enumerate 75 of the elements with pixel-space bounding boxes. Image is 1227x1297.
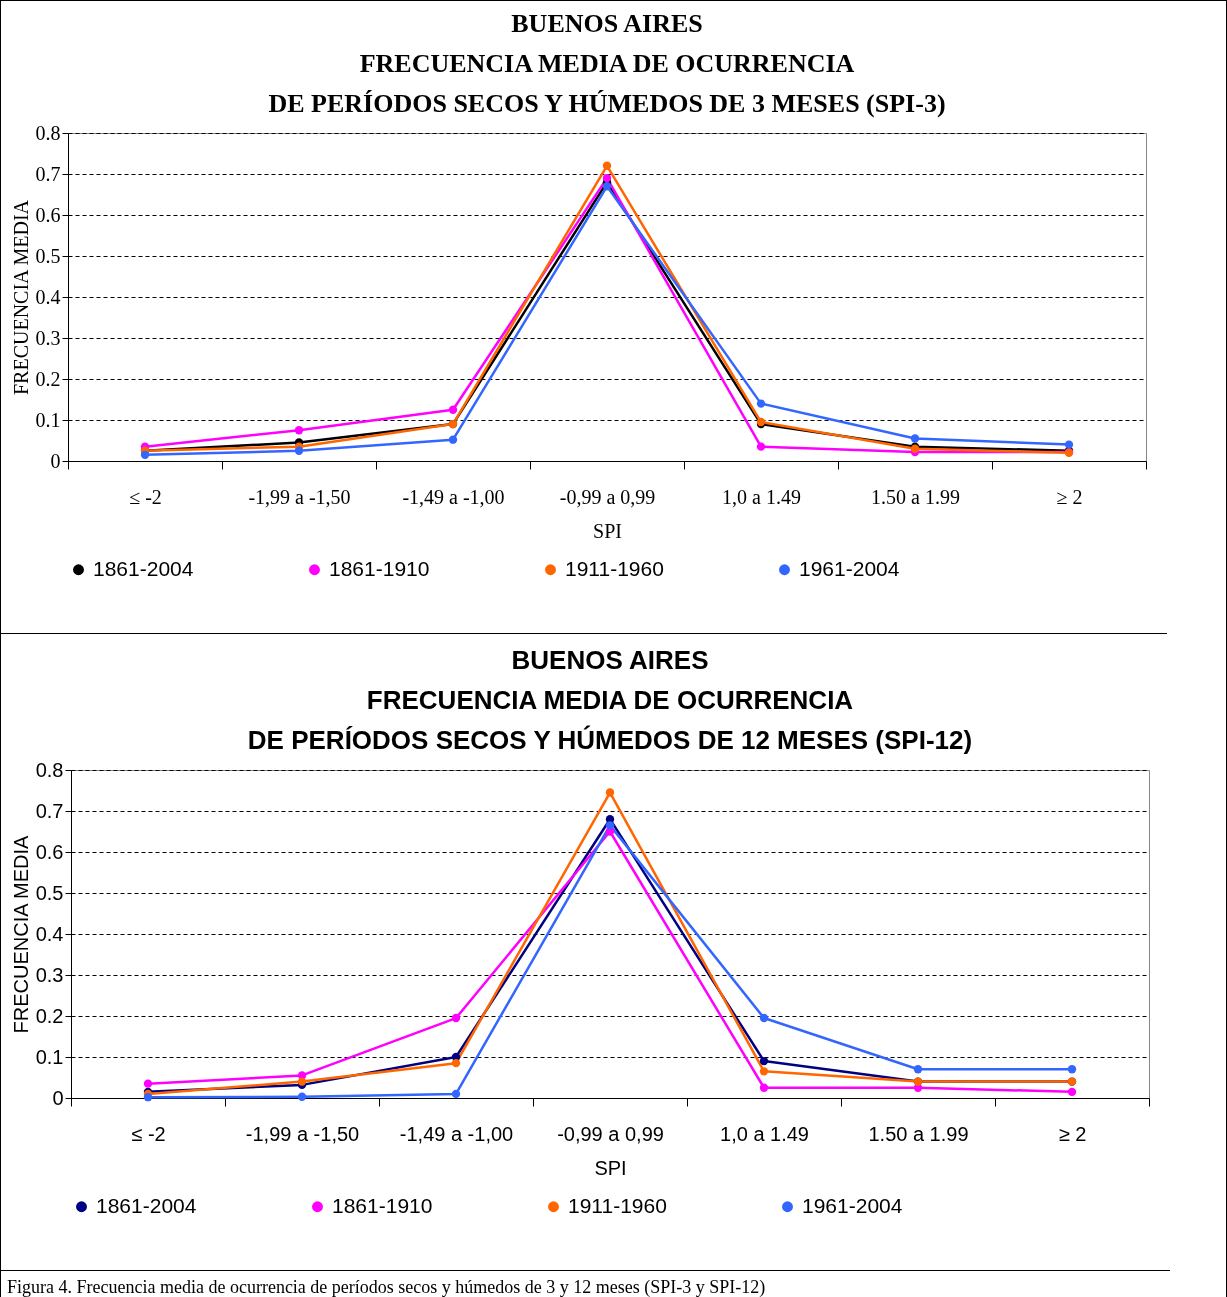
x-tick-label: -1,49 a -1,00 <box>399 1122 514 1145</box>
y-tick-label: 0.3 <box>35 963 64 986</box>
chart-title: BUENOS AIRES FRECUENCIA MEDIA DE OCURRENCIA DE PERÍODOS SECOS Y HÚMEDOS DE 3 MESES (SPI-3) <box>268 9 946 118</box>
point <box>1067 1065 1077 1074</box>
point <box>140 450 150 460</box>
legend-label: 1961-2004 <box>799 556 900 580</box>
x-tick-label: -0,99 a 0,99 <box>559 485 656 508</box>
point <box>759 1013 769 1023</box>
point <box>297 1092 307 1101</box>
point <box>756 399 766 408</box>
text: Figura 4. Frecuencia media de ocurrencia de períodos secos y húmedos de 3 y 12 meses (SPI-3 y SPI-12) <box>6 1276 767 1297</box>
x-tick-label: 1,0 a 1.49 <box>720 1122 809 1145</box>
x-tick-label: -0,99 a 0,99 <box>557 1122 664 1145</box>
legend-label: 1861-2004 <box>96 1193 197 1217</box>
point <box>294 446 304 455</box>
y-tick-label: 0.2 <box>35 367 61 390</box>
x-tick-label: ≥ 2 <box>1058 1122 1087 1145</box>
point <box>602 161 612 170</box>
point <box>759 1056 769 1066</box>
point <box>759 1067 769 1076</box>
point <box>451 1013 461 1023</box>
legend-label: 1961-2004 <box>802 1193 903 1217</box>
point <box>448 435 458 444</box>
y-tick-label: 0.3 <box>35 326 61 349</box>
y-tick-label: 0.7 <box>35 162 61 185</box>
x-tick-label: -1,49 a -1,00 <box>402 485 505 508</box>
y-tick-label: 0.4 <box>35 285 61 308</box>
y-tick-label: 0 <box>52 1086 64 1109</box>
point <box>910 434 920 443</box>
x-tick-label: 1.50 a 1.99 <box>868 1122 969 1145</box>
x-tick-label: ≤ -2 <box>131 1122 166 1145</box>
y-tick-label: 0.1 <box>35 1045 64 1068</box>
y-tick-label: 0.6 <box>35 203 61 226</box>
legend-label: 1861-2004 <box>93 556 194 580</box>
y-tick-label: 0 <box>50 449 61 472</box>
y-tick-label: 0.8 <box>35 758 64 781</box>
point <box>913 1065 923 1074</box>
y-tick-label: 0.7 <box>35 799 64 822</box>
point <box>756 442 766 451</box>
point <box>143 1079 153 1088</box>
point <box>759 1083 769 1092</box>
y-tick-label: 0.1 <box>35 408 61 431</box>
chart-title: BUENOS AIRES FRECUENCIA MEDIA DE OCURRENCIA DE PERÍODOS SECOS Y HÚMEDOS DE 12 MESES (SPI-12) <box>247 645 973 755</box>
legend-label: 1861-1910 <box>332 1193 433 1217</box>
y-axis-title: FRECUENCIA MEDIA <box>9 199 32 396</box>
point <box>448 405 458 414</box>
point <box>602 182 612 191</box>
legend-label: 1911-1960 <box>565 556 664 580</box>
x-axis-title: SPI <box>594 1156 627 1179</box>
x-tick-label: 1.50 a 1.99 <box>871 485 960 508</box>
legend-label: 1911-1960 <box>568 1193 667 1217</box>
point <box>602 173 612 183</box>
y-tick-label: 0.5 <box>35 881 64 904</box>
legend-label: 1861-1910 <box>329 556 430 580</box>
point <box>451 1058 461 1068</box>
y-tick-label: 0.5 <box>35 244 61 267</box>
point <box>1067 1087 1077 1097</box>
y-axis-title: FRECUENCIA MEDIA <box>9 834 32 1034</box>
y-tick-label: 0.2 <box>35 1004 64 1027</box>
point <box>605 821 615 830</box>
x-tick-label: -1,99 a -1,50 <box>248 485 351 508</box>
point <box>143 1093 153 1102</box>
x-tick-label: 1,0 a 1.49 <box>722 485 801 508</box>
x-tick-label: ≥ 2 <box>1056 485 1083 508</box>
point <box>294 426 304 435</box>
x-axis-title: SPI <box>593 519 622 542</box>
y-tick-label: 0.8 <box>35 121 61 144</box>
y-tick-label: 0.4 <box>35 922 64 945</box>
x-tick-label: -1,99 a -1,50 <box>245 1122 360 1145</box>
y-tick-label: 0.6 <box>35 840 64 863</box>
point <box>297 1077 307 1086</box>
point <box>451 1089 461 1099</box>
point <box>605 788 615 797</box>
x-tick-label: ≤ -2 <box>129 485 162 508</box>
point <box>1064 440 1074 449</box>
